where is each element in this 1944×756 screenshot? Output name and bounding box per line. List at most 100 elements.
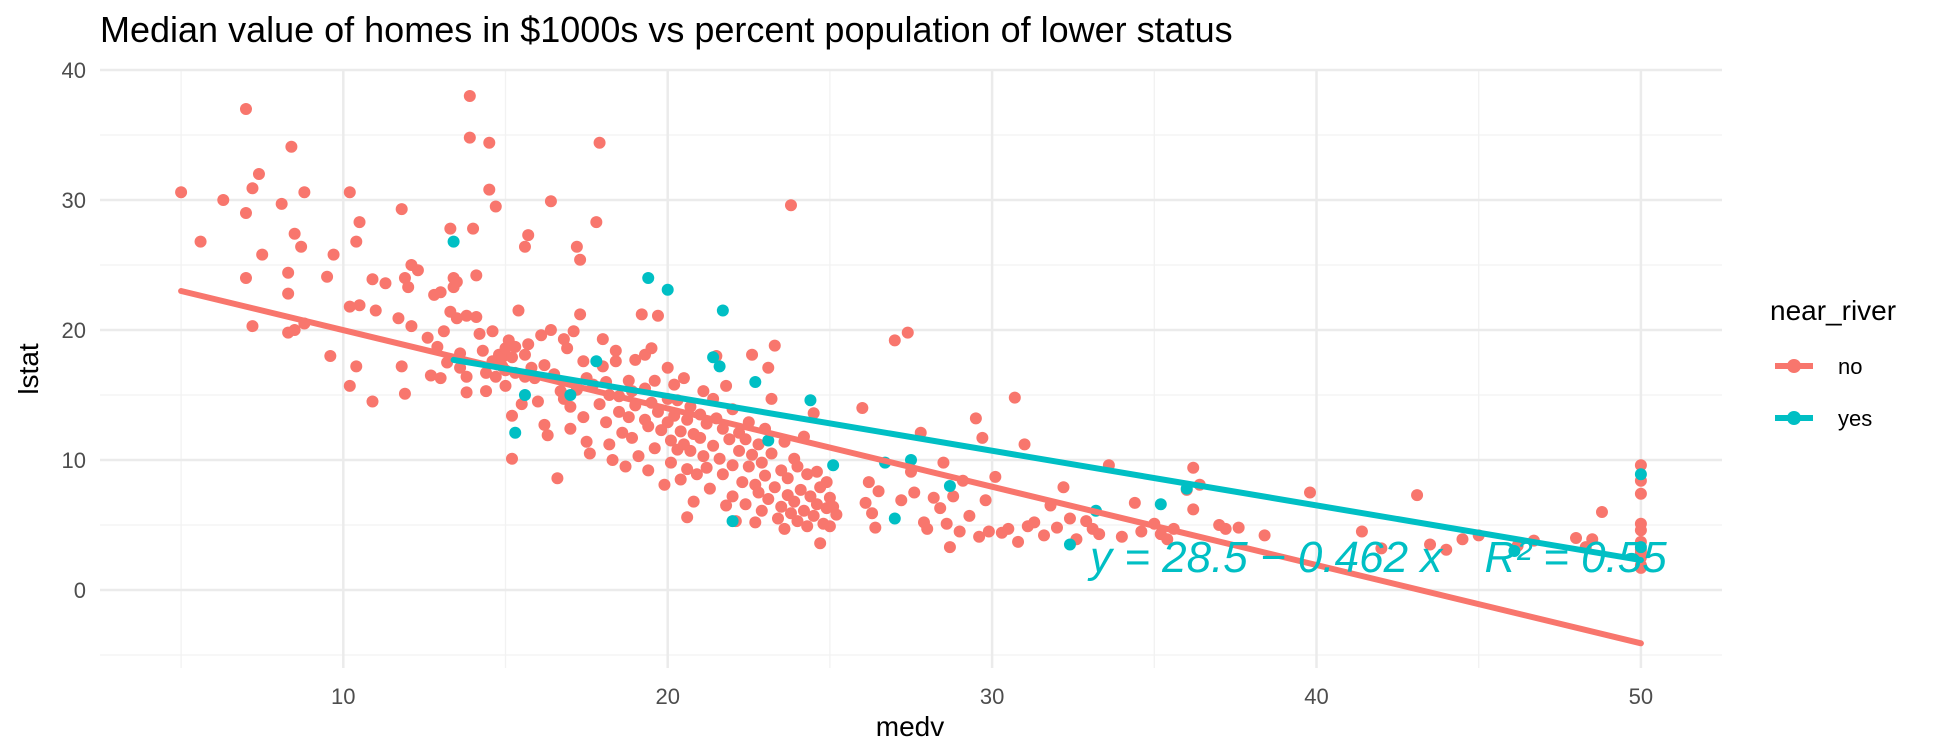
x-tick-labels: 10 20 30 40 50 [331, 684, 1653, 709]
point-yes [827, 459, 840, 472]
point-yes [564, 389, 577, 401]
point-no [720, 499, 733, 512]
point-no [742, 460, 755, 473]
point-no [288, 227, 301, 240]
point-no [788, 495, 801, 508]
point-no [505, 351, 518, 364]
point-no [1135, 525, 1148, 538]
point-no [684, 444, 697, 457]
point-no [664, 434, 677, 447]
point-no [350, 360, 363, 373]
point-no [489, 370, 502, 383]
point-no [651, 309, 664, 322]
point-no [1219, 522, 1232, 535]
point-yes [804, 394, 817, 407]
point-no [541, 429, 554, 442]
point-no [590, 216, 603, 229]
point-no [642, 420, 655, 433]
point-no [736, 476, 749, 489]
point-no [1634, 459, 1647, 472]
point-no [613, 405, 626, 418]
legend-key-no [1775, 359, 1813, 373]
point-no [1093, 528, 1106, 541]
x-axis-title: medv [876, 711, 944, 742]
point-no [694, 431, 707, 444]
point-no [765, 447, 778, 460]
point-no [518, 348, 531, 361]
point-no [921, 522, 934, 535]
point-no [807, 407, 820, 420]
point-no [480, 366, 493, 379]
point-no [324, 350, 337, 362]
point-no [1304, 486, 1317, 499]
point-no [509, 340, 522, 353]
point-no [460, 309, 473, 322]
point-no [866, 507, 879, 520]
point-no [752, 438, 765, 451]
point-no [648, 374, 661, 387]
point-no [700, 461, 713, 474]
point-no [690, 468, 703, 481]
point-no [460, 370, 473, 383]
point-yes [1634, 541, 1647, 554]
point-no [943, 541, 956, 554]
y-axis-title: lstat [13, 343, 44, 395]
point-yes [1634, 468, 1647, 481]
point-no [1063, 512, 1076, 525]
y-tick-label: 0 [74, 578, 86, 603]
point-no [1232, 521, 1245, 534]
point-yes [707, 351, 720, 364]
legend: near_river no yes [1770, 295, 1896, 431]
point-no [366, 395, 379, 408]
point-no [398, 387, 411, 400]
point-no [814, 537, 827, 550]
x-tick-label: 20 [655, 684, 679, 709]
equation-text: y = 28.5 − 0.462 x [1087, 533, 1444, 582]
series-yes [447, 235, 1647, 557]
point-no [645, 342, 658, 355]
point-no [755, 504, 768, 517]
point-no [577, 411, 590, 424]
point-yes [716, 304, 729, 317]
point-no [1355, 525, 1368, 538]
point-no [616, 426, 629, 439]
point-no [820, 476, 833, 489]
point-yes [905, 454, 917, 466]
point-no [512, 304, 525, 317]
point-no [668, 378, 681, 391]
point-no [467, 222, 480, 235]
point-no [1570, 532, 1583, 544]
point-no [1038, 529, 1051, 542]
point-no [622, 411, 635, 424]
point-no [463, 131, 476, 144]
point-no [531, 395, 544, 408]
point-no [437, 325, 450, 338]
point-no [733, 444, 746, 457]
point-no [687, 495, 700, 508]
point-no [606, 454, 619, 466]
point-no [411, 264, 424, 277]
legend-label-no: no [1838, 354, 1862, 379]
point-no [499, 379, 512, 392]
point-no [927, 491, 940, 504]
point-no [574, 253, 587, 266]
point-no [830, 508, 843, 521]
legend-key-yes [1775, 411, 1813, 425]
y-tick-label: 40 [62, 58, 86, 83]
point-no [252, 168, 265, 180]
y-tick-label: 20 [62, 318, 86, 343]
point-no [622, 374, 635, 387]
point-no [496, 351, 509, 364]
point-no [1424, 538, 1437, 551]
point-no [720, 379, 733, 392]
point-no [522, 229, 535, 242]
legend-title: near_river [1770, 295, 1896, 326]
point-no [908, 486, 921, 499]
point-no [716, 422, 729, 435]
point-no [969, 412, 982, 425]
point-no [1634, 487, 1647, 500]
point-no [454, 361, 467, 374]
point-no [973, 530, 986, 543]
point-no [295, 240, 308, 253]
